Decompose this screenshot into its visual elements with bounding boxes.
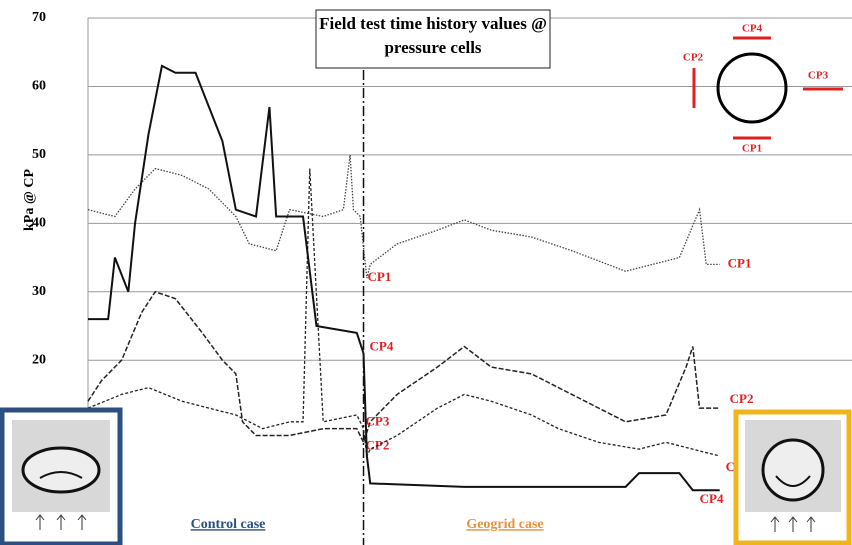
series-line [87, 154, 720, 279]
inset-label: CP4 [742, 23, 763, 35]
y-tick-label: 50 [32, 147, 46, 162]
pipe-icon [21, 446, 101, 494]
smile [775, 475, 811, 487]
y-tick-label: 70 [32, 10, 46, 25]
frown [39, 471, 83, 479]
title-holder: Field test time history values @ pressur… [319, 14, 547, 57]
series-line [88, 64, 720, 492]
series-label: CP4 [370, 338, 394, 353]
series-label: CP3 [366, 414, 390, 429]
series-label: CP2 [730, 391, 754, 406]
series-label: CP1 [368, 269, 392, 284]
control-icon [0, 407, 123, 545]
annotation: Control case [191, 517, 266, 532]
pipe-icon [761, 438, 825, 502]
title-frame [315, 9, 551, 69]
chart-title: Field test time history values @ pressur… [319, 14, 547, 57]
y-tick-label: 40 [32, 216, 46, 231]
inset-label: CP1 [742, 143, 762, 155]
annotation: Geogrid case [466, 517, 543, 532]
y-tick-label: 20 [32, 352, 46, 367]
geogrid-icon [733, 409, 852, 545]
y-tick-label: 60 [32, 79, 46, 94]
series-line [87, 290, 720, 445]
series-label: CP1 [728, 255, 752, 270]
title-box: Field test time history values @ pressur… [315, 9, 551, 69]
y-tick-label: 30 [32, 284, 46, 299]
inset-label: CP3 [808, 70, 829, 82]
series-line [87, 168, 720, 459]
pipe [716, 52, 788, 124]
arrows [35, 514, 87, 530]
inset-label: CP2 [683, 52, 704, 64]
arrows [770, 516, 816, 532]
y-axis-label: kPa @ CP [22, 169, 37, 231]
series-label: CP4 [700, 491, 724, 506]
sensor-inset: CP4 CP1 CP2 CP3 [683, 23, 843, 155]
